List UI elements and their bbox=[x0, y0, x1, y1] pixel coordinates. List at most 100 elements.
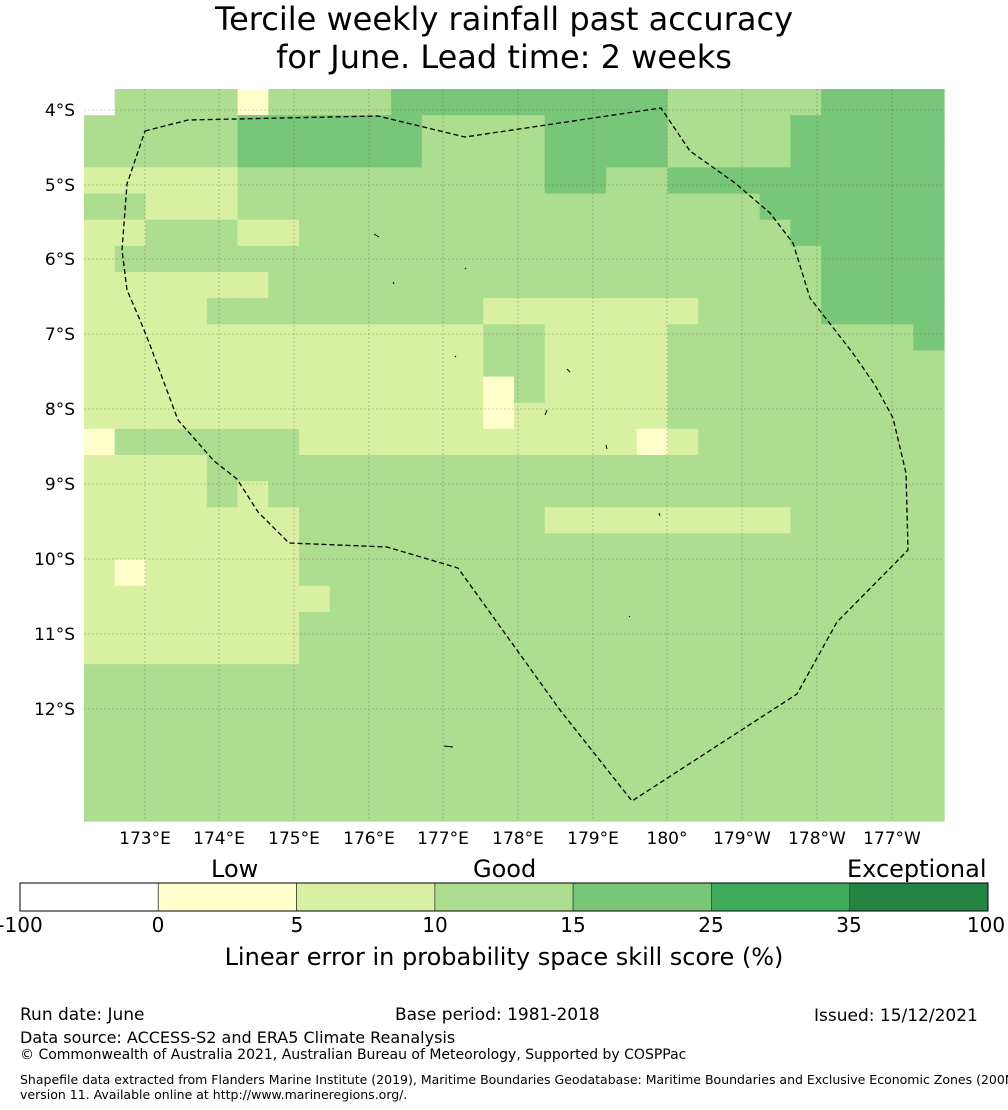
grid-cell bbox=[729, 376, 761, 404]
grid-cell bbox=[452, 794, 484, 822]
grid-cell bbox=[544, 272, 577, 299]
grid-cell bbox=[391, 402, 423, 430]
grid-cell bbox=[698, 167, 730, 195]
grid-cell bbox=[636, 272, 669, 299]
grid-cell bbox=[882, 193, 914, 221]
grid-cell bbox=[544, 690, 577, 718]
grid-cell bbox=[729, 89, 761, 116]
grid-cell bbox=[514, 89, 546, 116]
grid-cell bbox=[759, 219, 792, 247]
grid-cell bbox=[421, 768, 454, 796]
grid-cell bbox=[206, 167, 239, 195]
grid-cell bbox=[851, 428, 884, 456]
grid-cell bbox=[299, 481, 331, 508]
grid-cell bbox=[913, 768, 945, 796]
grid-cell bbox=[237, 794, 269, 822]
grid-cell bbox=[237, 115, 269, 142]
grid-cell bbox=[729, 193, 761, 221]
grid-cell bbox=[176, 716, 208, 744]
grid-cell bbox=[514, 167, 546, 195]
grid-cell bbox=[575, 559, 607, 587]
grid-cell bbox=[299, 115, 331, 142]
grid-cell bbox=[176, 272, 208, 299]
grid-cell bbox=[606, 428, 638, 456]
grid-cell bbox=[329, 794, 362, 822]
grid-cell bbox=[84, 272, 116, 299]
grid-cell bbox=[84, 141, 116, 169]
grid-cell bbox=[636, 638, 669, 665]
grid-cell bbox=[759, 115, 792, 142]
grid-cell bbox=[421, 716, 454, 744]
grid-cell bbox=[790, 455, 822, 482]
grid-cell bbox=[452, 376, 484, 404]
grid-cell bbox=[514, 742, 546, 770]
grid-cell bbox=[759, 89, 792, 116]
grid-cell bbox=[575, 376, 607, 404]
grid-cell bbox=[913, 533, 945, 561]
grid-cell bbox=[268, 690, 300, 718]
grid-cell bbox=[913, 507, 945, 535]
grid-cell bbox=[237, 742, 269, 770]
grid-cell bbox=[268, 585, 300, 613]
grid-cell bbox=[514, 768, 546, 796]
grid-cell bbox=[882, 350, 914, 378]
grid-cell bbox=[452, 690, 484, 718]
grid-cell bbox=[667, 376, 699, 404]
lat-tick-label: 10°S bbox=[34, 550, 75, 570]
grid-cell bbox=[452, 638, 484, 665]
grid-cell bbox=[268, 559, 300, 587]
grid-cell bbox=[391, 611, 423, 639]
grid-cell bbox=[145, 167, 177, 195]
grid-cell bbox=[698, 638, 730, 665]
grid-cell bbox=[421, 533, 454, 561]
chart-title: Tercile weekly rainfall past accuracy fo… bbox=[0, 0, 1008, 76]
grid-cell bbox=[790, 638, 822, 665]
grid-cell bbox=[299, 141, 331, 169]
grid-cell bbox=[483, 455, 515, 482]
colorbar-tick: -100 bbox=[0, 913, 43, 937]
grid-cell bbox=[759, 507, 792, 535]
grid-cell bbox=[206, 350, 239, 378]
grid-cell bbox=[145, 716, 177, 744]
grid-cell bbox=[483, 664, 515, 691]
grid-cell bbox=[206, 638, 239, 665]
grid-cell bbox=[913, 664, 945, 691]
grid-cell bbox=[329, 141, 362, 169]
grid-cell bbox=[391, 585, 423, 613]
grid-cell bbox=[84, 376, 116, 404]
grid-cell bbox=[299, 89, 331, 116]
grid-cell bbox=[299, 533, 331, 561]
grid-cell bbox=[299, 742, 331, 770]
grid-cell bbox=[483, 716, 515, 744]
grid-cell bbox=[913, 193, 945, 221]
grid-cell bbox=[882, 690, 914, 718]
grid-cell bbox=[391, 298, 423, 325]
grid-cell bbox=[729, 298, 761, 325]
grid-cell bbox=[636, 428, 669, 456]
grid-cell bbox=[360, 324, 392, 352]
grid-cell bbox=[636, 742, 669, 770]
lat-lon-gridlines bbox=[84, 89, 944, 821]
grid-cell bbox=[360, 376, 392, 404]
grid-cell bbox=[483, 402, 515, 430]
grid-cell bbox=[84, 585, 116, 613]
grid-cell bbox=[606, 141, 638, 169]
copyright: © Commonwealth of Australia 2021, Austra… bbox=[20, 1047, 687, 1063]
grid-cell bbox=[851, 507, 884, 535]
grid-cell bbox=[851, 115, 884, 142]
grid-cell bbox=[299, 507, 331, 535]
grid-cell bbox=[882, 638, 914, 665]
grid-cell bbox=[114, 690, 147, 718]
grid-cell bbox=[575, 324, 607, 352]
title-line-1: Tercile weekly rainfall past accuracy bbox=[214, 0, 793, 38]
grid-cell bbox=[114, 324, 147, 352]
grid-cell bbox=[391, 716, 423, 744]
grid-cell bbox=[821, 193, 853, 221]
grid-cell bbox=[237, 533, 269, 561]
grid-cell bbox=[299, 402, 331, 430]
category-good: Good bbox=[473, 855, 537, 883]
colorbar-swatch bbox=[19, 882, 159, 912]
grid-cell bbox=[575, 611, 607, 639]
grid-cell bbox=[882, 141, 914, 169]
shapefile-credit-line-1: Shapefile data extracted from Flanders M… bbox=[20, 1072, 1008, 1087]
